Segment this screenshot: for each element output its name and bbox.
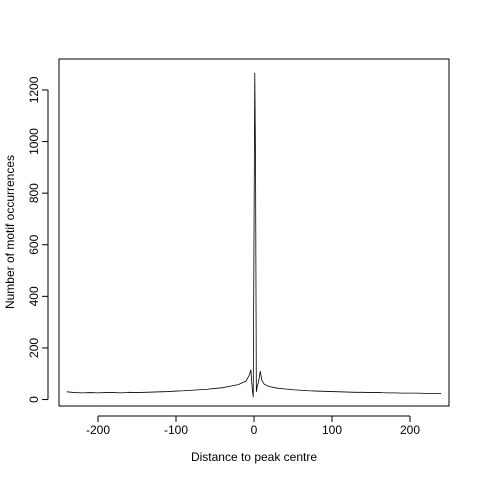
y-tick-label: 200 — [27, 338, 41, 358]
y-axis-title: Number of motif occurrences — [3, 155, 17, 309]
series-line — [66, 72, 442, 398]
x-tick-label: 100 — [322, 423, 342, 437]
y-tick-label: 400 — [27, 286, 41, 306]
y-tick-label: 1000 — [27, 128, 41, 155]
x-axis-ticks: -200 -100 0 100 200 — [86, 415, 420, 437]
series-group — [66, 72, 442, 398]
y-axis-ticks: 0 200 400 600 800 1000 1200 — [27, 76, 49, 403]
y-tick-label: 0 — [27, 396, 41, 403]
y-tick-label: 1200 — [27, 76, 41, 103]
x-tick-label: -100 — [164, 423, 188, 437]
y-tick-label: 600 — [27, 234, 41, 254]
x-axis-title: Distance to peak centre — [191, 450, 317, 464]
y-tick-label: 800 — [27, 183, 41, 203]
plot-frame — [58, 58, 450, 407]
x-tick-label: 0 — [251, 423, 258, 437]
x-tick-label: 200 — [400, 423, 420, 437]
x-tick-label: -200 — [86, 423, 110, 437]
